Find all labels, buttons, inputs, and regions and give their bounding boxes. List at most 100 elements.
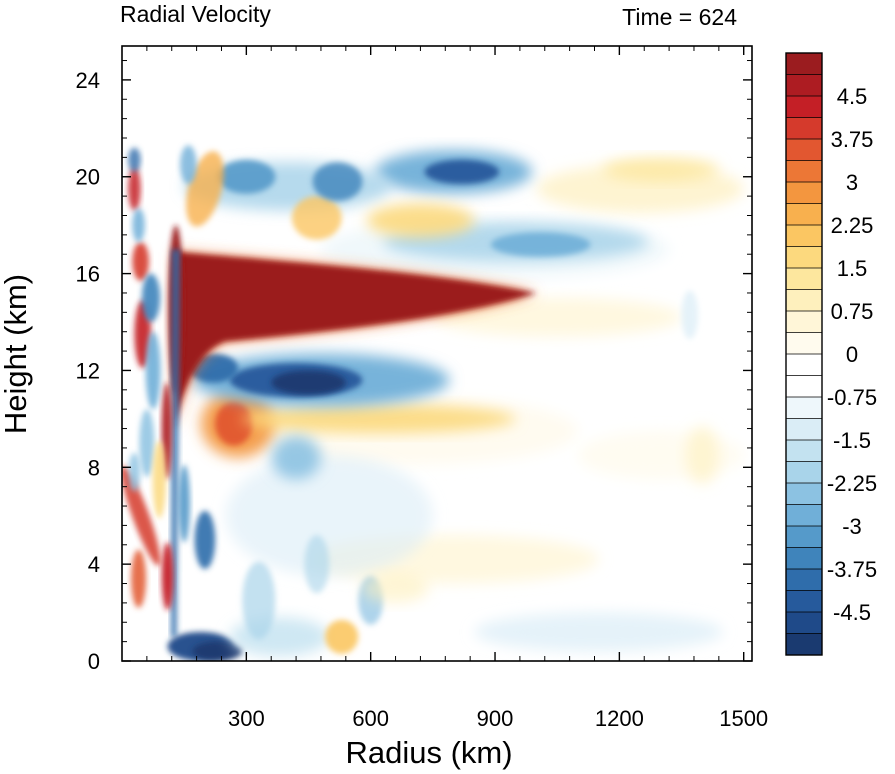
- colorbar-label: -0.75: [827, 385, 877, 410]
- field-blob: [192, 641, 243, 661]
- field-blob: [152, 440, 166, 519]
- colorbar: [785, 52, 823, 656]
- field-blob: [577, 430, 744, 480]
- colorbar-label: -1.5: [833, 428, 871, 453]
- colorbar-label: 0.75: [831, 299, 874, 324]
- field-blob: [366, 203, 475, 238]
- colorbar-label: -4.5: [833, 600, 871, 625]
- chart-title-left: Radial Velocity: [120, 1, 271, 27]
- colorbar-label: 0: [846, 342, 858, 367]
- x-tick-label: 1500: [719, 706, 768, 731]
- x-tick-labels: 300 600 900 1200 1500: [228, 706, 768, 731]
- colorbar-swatch: [786, 504, 822, 527]
- field-blob: [132, 242, 149, 281]
- plot-frame: [121, 45, 753, 662]
- colorbar-swatch: [786, 440, 822, 462]
- colorbar-swatch: [786, 203, 822, 226]
- colorbar-swatch: [786, 397, 822, 419]
- colorbar-swatch: [786, 526, 822, 548]
- field-blob: [161, 542, 174, 611]
- x-tick-label: 600: [352, 706, 389, 731]
- colorbar-swatch: [786, 332, 822, 355]
- field-blob: [139, 409, 155, 477]
- field-blob: [225, 455, 433, 577]
- field-blob: [145, 331, 161, 410]
- y-tick-label: 8: [88, 455, 100, 480]
- field-blob: [122, 465, 161, 566]
- y-tick-label: 16: [76, 262, 100, 287]
- field-blob: [490, 232, 591, 257]
- colorbar-swatch: [786, 225, 822, 247]
- colorbar-swatch: [786, 354, 822, 376]
- colorbar-label: -3.75: [827, 557, 877, 582]
- field-blob: [602, 157, 719, 182]
- field-blob: [424, 159, 500, 185]
- x-axis-label: Radius (km): [345, 735, 512, 770]
- colorbar-frame: [785, 52, 823, 656]
- field-blob: [271, 370, 346, 395]
- field-blob: [271, 435, 321, 480]
- field-blob: [229, 617, 330, 657]
- field-blob: [217, 159, 276, 194]
- y-tick-label: 20: [76, 165, 100, 190]
- y-tick-label: 24: [76, 68, 100, 93]
- colorbar-label: 1.5: [837, 256, 868, 281]
- colorbar-swatch: [786, 633, 822, 656]
- field-blob: [128, 147, 141, 172]
- y-axis-label: Height (km): [0, 274, 33, 434]
- colorbar-labels: 4.5 3.75 3 2.25 1.5 0.75 0 -0.75 -1.5 -2.25 -3 -3.7…: [827, 84, 877, 625]
- field-blob: [325, 619, 359, 654]
- field-blob: [681, 290, 699, 339]
- outflow-jet-core: [175, 251, 537, 431]
- field-blob: [291, 196, 342, 240]
- colorbar-label: 3.75: [831, 127, 874, 152]
- colorbar-swatch: [786, 53, 822, 75]
- field-blob: [304, 535, 330, 594]
- colorbar-swatch: [786, 96, 822, 118]
- colorbar-swatch: [786, 375, 822, 398]
- field-blob: [128, 452, 141, 492]
- field-blob: [215, 401, 253, 446]
- field-blob: [131, 549, 147, 608]
- colorbar-swatch: [786, 182, 822, 204]
- y-tick-labels: 0 4 8 12 16 20 24: [76, 68, 100, 674]
- colorbar-swatch: [786, 74, 822, 97]
- colorbar-swatch: [786, 117, 822, 140]
- colorbar-swatch: [786, 311, 822, 333]
- colorbar-label: 3: [846, 170, 858, 195]
- field-blob: [312, 162, 363, 201]
- colorbar-swatch: [786, 569, 822, 591]
- field-blob: [128, 167, 141, 211]
- colorbar-swatch: [786, 289, 822, 312]
- colorbar-swatch: [786, 246, 822, 269]
- colorbar-swatch: [786, 268, 822, 290]
- field-blob: [141, 273, 161, 323]
- colorbar-swatch: [786, 461, 822, 484]
- x-tick-label: 1200: [595, 706, 644, 731]
- field-blob: [242, 561, 276, 640]
- y-tick-label: 12: [76, 358, 100, 383]
- colorbar-swatch: [786, 160, 822, 183]
- colorbar-swatch: [786, 418, 822, 441]
- eyewall-column: [170, 249, 181, 637]
- field-blob: [194, 510, 216, 569]
- field-blob: [178, 464, 190, 543]
- field-blob: [242, 404, 516, 434]
- colorbar-swatch: [786, 612, 822, 634]
- field-blob: [362, 573, 429, 603]
- colorbar-label: 4.5: [837, 84, 868, 109]
- chart-title-right: Time = 624: [622, 4, 737, 30]
- field-blob: [474, 612, 723, 652]
- colorbar-label: -3: [842, 514, 862, 539]
- colorbar-swatch: [786, 547, 822, 570]
- y-tick-label: 0: [88, 649, 100, 674]
- colorbar-swatch: [786, 590, 822, 613]
- colorbar-label: 2.25: [831, 213, 874, 238]
- y-tick-label: 4: [88, 552, 100, 577]
- plot-area: [121, 45, 753, 662]
- field-blob: [180, 145, 197, 185]
- field-blob: [132, 208, 145, 243]
- field-blob: [432, 297, 682, 337]
- field-blob: [685, 426, 719, 485]
